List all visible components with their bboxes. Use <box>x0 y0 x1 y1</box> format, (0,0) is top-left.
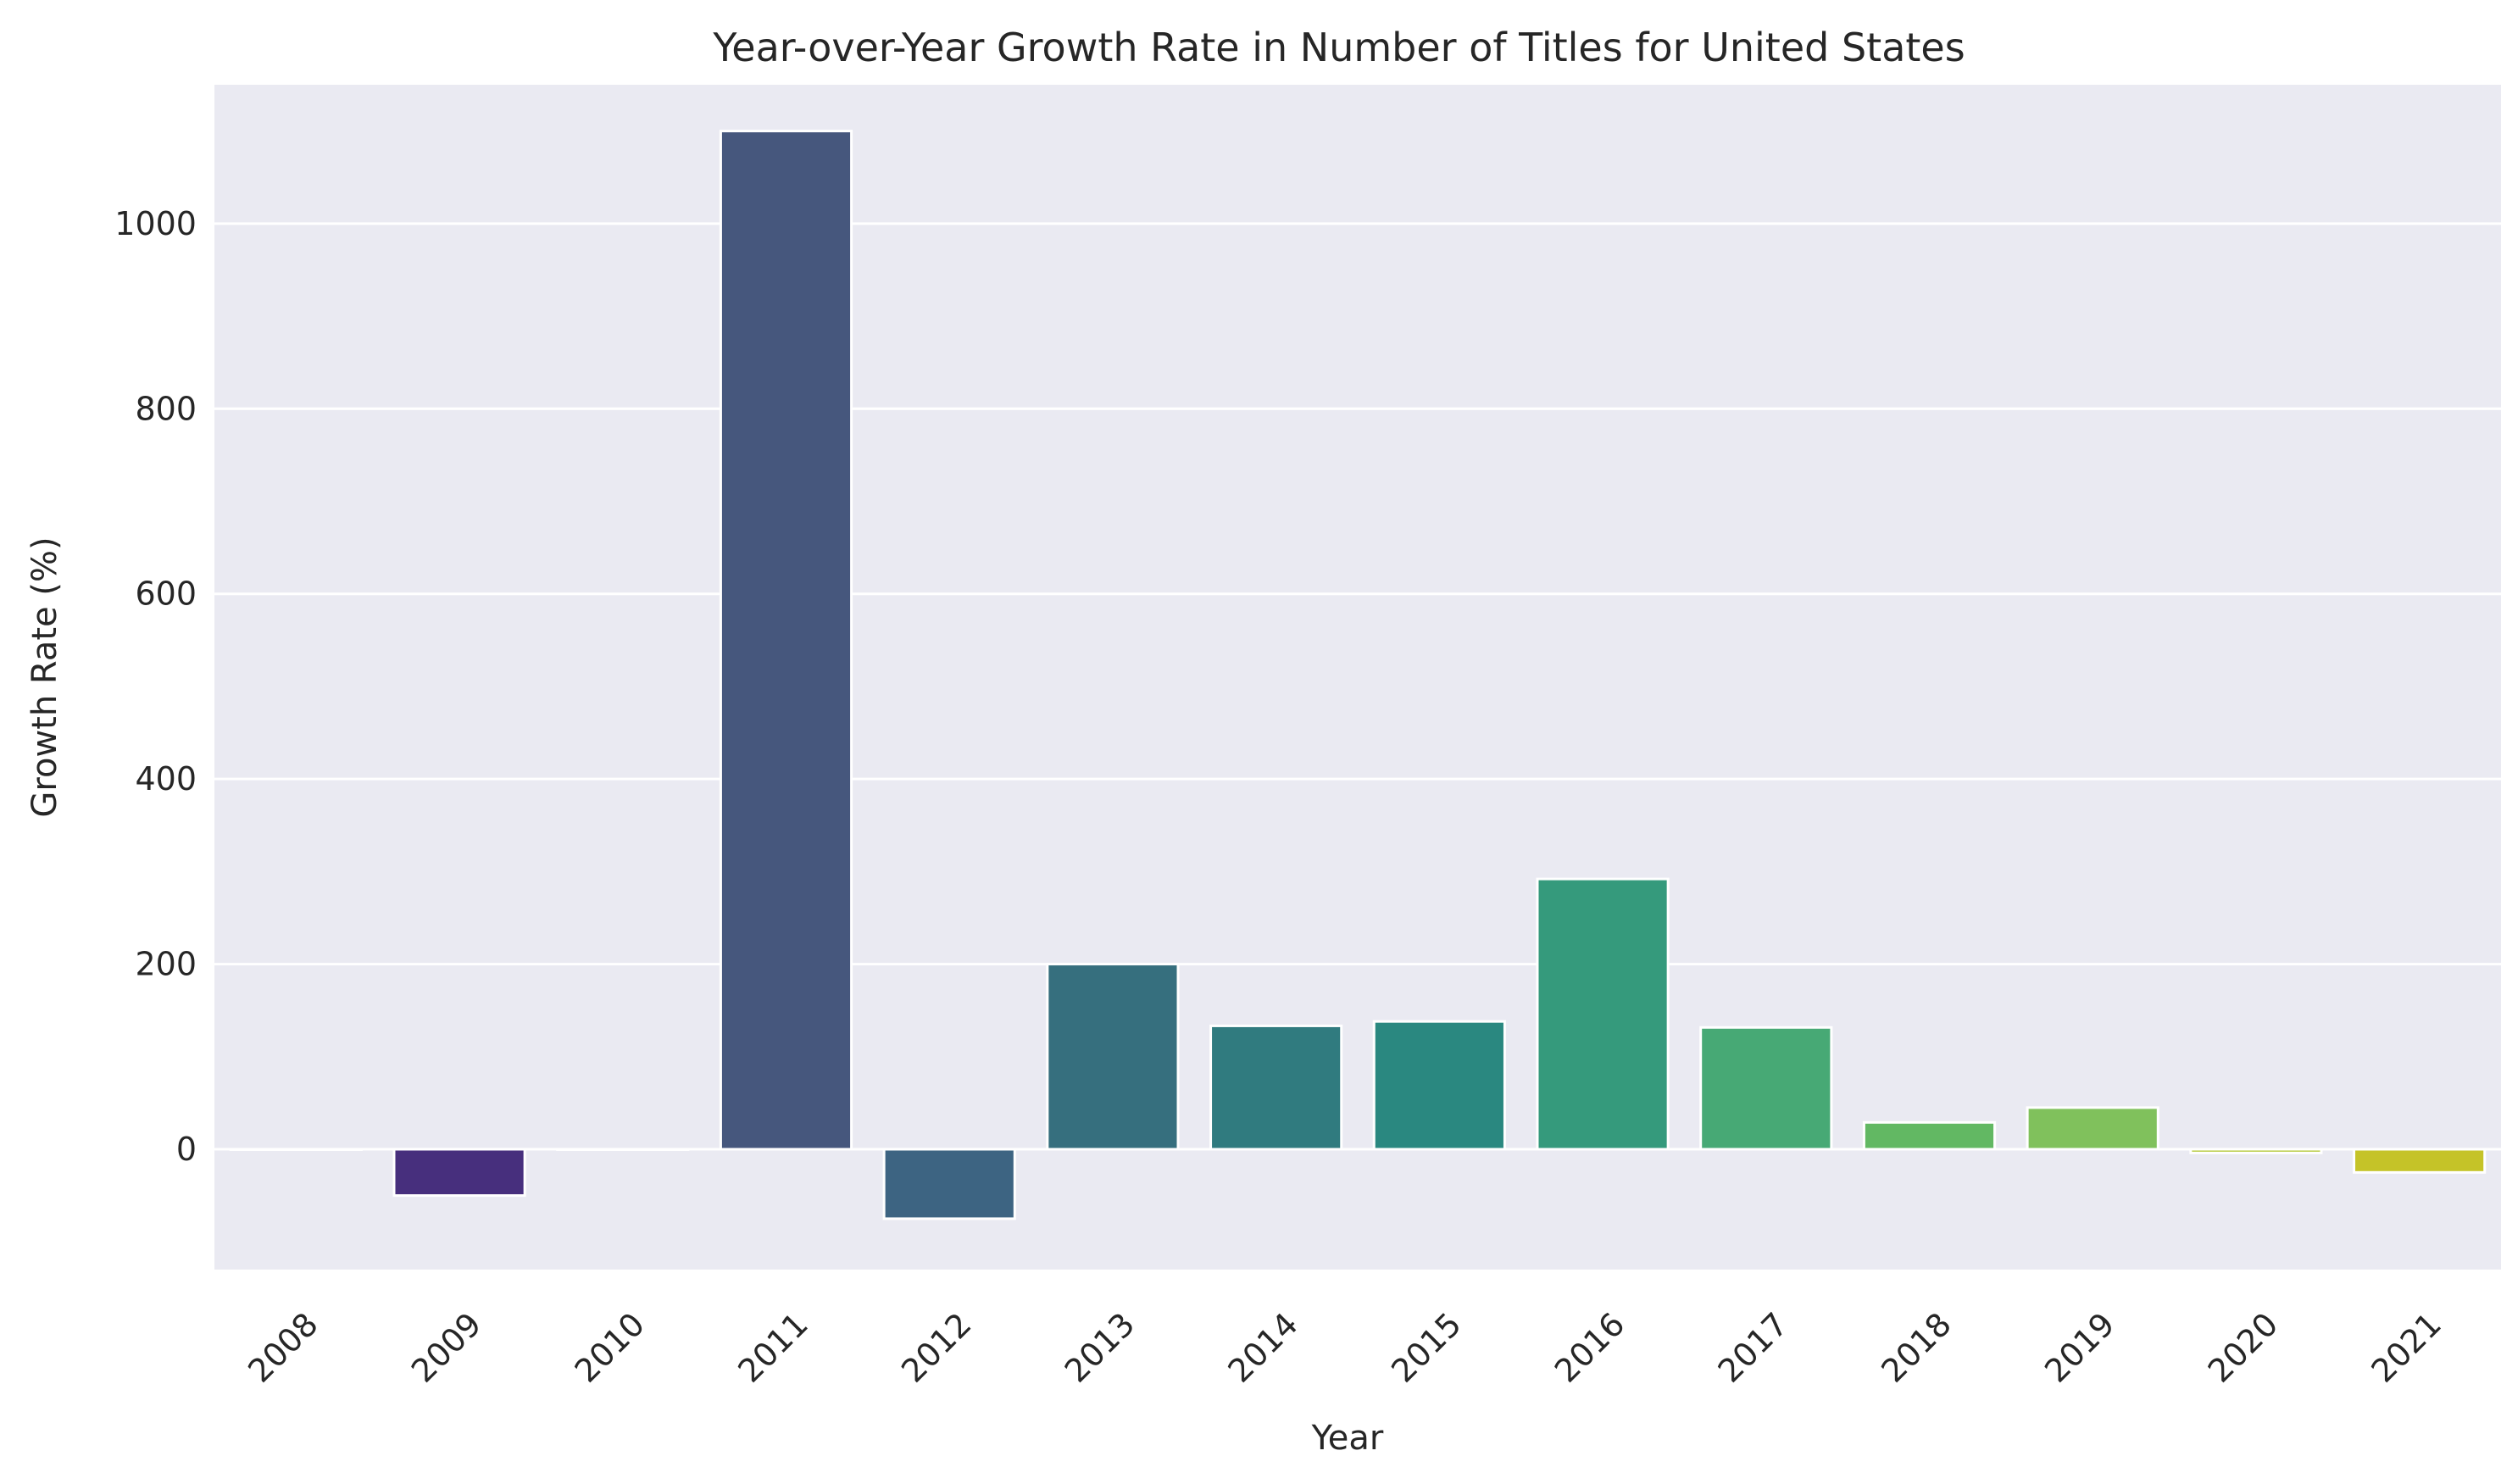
x-tick-label: 2011 <box>731 1305 815 1390</box>
x-tick-label: 2012 <box>894 1305 979 1390</box>
y-tick-label: 800 <box>135 390 197 427</box>
x-tick-label: 2009 <box>404 1305 489 1390</box>
x-tick-label: 2018 <box>1874 1305 1959 1390</box>
y-tick-label: 400 <box>135 760 197 798</box>
x-tick-label: 2019 <box>2037 1305 2122 1390</box>
bar-2008 <box>229 1148 363 1152</box>
x-tick-label: 2021 <box>2365 1305 2449 1390</box>
chart-title: Year-over-Year Growth Rate in Number of … <box>712 25 1965 70</box>
x-tick-label: 2010 <box>568 1305 653 1390</box>
x-tick-label: 2020 <box>2201 1305 2286 1390</box>
x-tick-label: 2017 <box>1711 1305 1796 1390</box>
x-axis-label: Year <box>1311 1419 1384 1458</box>
bar-2013 <box>1046 963 1180 1151</box>
bar-2014 <box>1209 1024 1343 1151</box>
x-ticks: 2008 2009 2010 2011 2012 2013 2014 2015 2016 2017… <box>241 1305 2448 1390</box>
y-axis-label: Growth Rate (%) <box>25 536 64 817</box>
x-tick-label: 2016 <box>1548 1305 1632 1390</box>
x-tick-label: 2013 <box>1058 1305 1142 1390</box>
bar-2010 <box>556 1148 690 1152</box>
y-ticks: 0 200 400 600 800 1000 <box>114 205 197 1168</box>
y-tick-label: 600 <box>135 575 197 613</box>
plot-area <box>214 85 2501 1270</box>
x-tick-label: 2014 <box>1221 1305 1306 1390</box>
bar-2009 <box>392 1148 526 1198</box>
bar-2020 <box>2189 1148 2323 1154</box>
y-tick-label: 0 <box>176 1131 197 1168</box>
bar-2019 <box>2026 1106 2159 1151</box>
x-tick-label: 2008 <box>241 1305 325 1390</box>
x-tick-label: 2015 <box>1384 1305 1469 1390</box>
bar-2021 <box>2353 1148 2487 1174</box>
y-tick-label: 200 <box>135 946 197 983</box>
bar-2012 <box>882 1148 1016 1220</box>
bar-2015 <box>1372 1020 1506 1151</box>
bar-2017 <box>1699 1025 1833 1151</box>
bar-2018 <box>1862 1120 1997 1151</box>
bars <box>229 130 2487 1220</box>
bar-2011 <box>719 130 853 1151</box>
bar-2016 <box>1536 877 1670 1151</box>
y-tick-label: 1000 <box>114 205 197 242</box>
